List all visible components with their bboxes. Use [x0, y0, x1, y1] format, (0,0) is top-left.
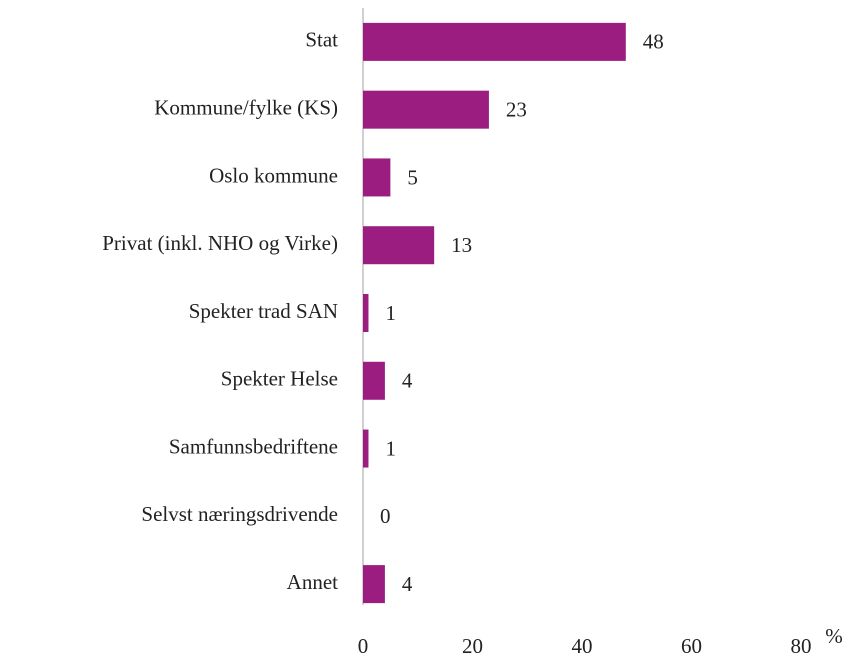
x-tick-label: 20	[462, 634, 483, 658]
y-tick-label: Privat (inkl. NHO og Virke)	[102, 231, 338, 255]
bar	[363, 90, 489, 129]
bar	[363, 429, 369, 468]
bar	[363, 22, 626, 61]
y-tick-label: Oslo kommune	[209, 163, 338, 187]
value-label: 1	[385, 436, 396, 460]
value-label: 48	[643, 30, 664, 54]
bar	[363, 158, 391, 197]
value-label: 1	[385, 301, 396, 325]
y-tick-label: Samfunnsbedriftene	[169, 434, 338, 458]
value-label: 4	[402, 369, 413, 393]
x-tick-label: 40	[572, 634, 593, 658]
y-tick-label: Kommune/fylke (KS)	[154, 95, 338, 119]
x-tick-label: 80	[791, 634, 812, 658]
value-label: 23	[506, 97, 527, 121]
x-tick-label: 0	[358, 634, 369, 658]
value-label: 0	[380, 504, 391, 528]
y-tick-label: Spekter trad SAN	[189, 299, 338, 323]
y-tick-label: Annet	[287, 570, 338, 594]
y-tick-label: Selvst næringsdrivende	[141, 502, 338, 526]
bar	[363, 361, 385, 400]
value-label: 13	[451, 233, 472, 257]
x-axis-label: %	[825, 624, 843, 648]
bar	[363, 294, 369, 332]
y-tick-label: Spekter Helse	[221, 367, 338, 391]
y-tick-label: Stat	[305, 28, 338, 52]
bar	[363, 565, 385, 604]
value-label: 4	[402, 572, 413, 596]
x-tick-label: 60	[681, 634, 702, 658]
value-label: 5	[407, 165, 418, 189]
bar	[363, 226, 435, 265]
